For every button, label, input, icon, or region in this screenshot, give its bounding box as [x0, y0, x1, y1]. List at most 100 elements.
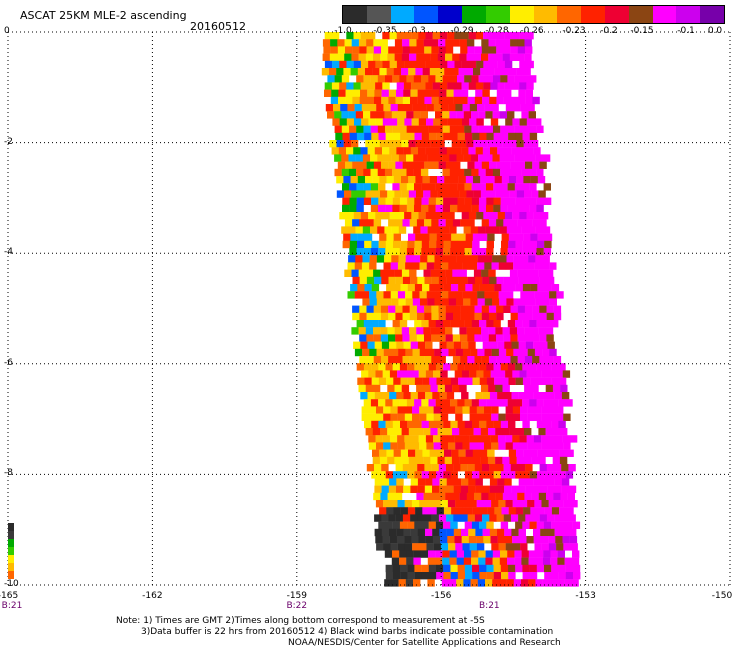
swath-cell	[513, 348, 521, 357]
swath-cell	[537, 449, 545, 457]
swath-cell	[502, 384, 510, 393]
swath-cell	[366, 219, 374, 227]
swath-cell	[338, 96, 346, 105]
swath-cell	[492, 226, 500, 234]
swath-cell	[525, 46, 533, 54]
swath-cell	[540, 341, 548, 349]
swath-cell	[419, 348, 428, 357]
swath-cell	[500, 550, 508, 558]
swath-cell	[481, 39, 489, 47]
swath-cell	[381, 276, 389, 285]
swath-cell	[461, 435, 470, 443]
swath-cell	[450, 521, 458, 529]
swath-cell	[538, 428, 546, 436]
swath-cell	[412, 262, 420, 270]
swath-cell	[524, 356, 533, 364]
swath-cell	[425, 60, 434, 69]
swath-cell	[436, 449, 445, 457]
swath-cell	[491, 543, 499, 551]
swath-cell	[437, 428, 445, 436]
swath-cell	[432, 147, 440, 155]
swath-cell	[407, 521, 415, 529]
swath-cell	[486, 284, 495, 292]
swath-cell	[377, 154, 385, 162]
swath-cell	[358, 269, 367, 277]
swath-cell	[363, 399, 372, 407]
swath-cell	[519, 536, 527, 544]
swath-cell	[430, 190, 438, 198]
swath-cell	[363, 125, 371, 133]
swath-cell	[400, 132, 408, 141]
swath-cell	[426, 413, 434, 421]
swath-cell	[533, 212, 542, 220]
swath-cell	[510, 334, 518, 342]
swath-cell	[462, 262, 471, 270]
swath-cell	[441, 291, 449, 299]
swath-cell	[426, 442, 434, 450]
chart-title: ASCAT 25KM MLE-2 ascending	[20, 9, 187, 22]
swath-cell	[479, 132, 487, 141]
swath-cell	[352, 89, 361, 97]
swath-cell	[460, 485, 469, 493]
swath-cell	[503, 219, 511, 227]
swath-cell	[338, 147, 347, 155]
swath-cell	[352, 312, 360, 321]
swath-cell	[480, 176, 488, 184]
swath-cell	[460, 514, 468, 522]
swath-cell	[419, 500, 427, 508]
swath-cell	[392, 320, 400, 328]
swath-cell	[381, 89, 389, 97]
swath-cell	[504, 32, 513, 40]
swath-cell	[512, 442, 521, 450]
swath-cell	[524, 334, 533, 342]
swath-cell	[525, 478, 534, 486]
swath-cell	[495, 190, 503, 198]
swath-cell	[490, 60, 498, 69]
swath-cell	[423, 327, 431, 335]
swath-cell	[430, 140, 438, 148]
swath-cell	[541, 435, 549, 443]
swath-cell	[459, 269, 467, 277]
swath-cell	[420, 168, 429, 177]
swath-cell	[479, 521, 487, 529]
swath-cell	[540, 392, 548, 400]
swath-cell	[365, 428, 373, 436]
swath-cell	[472, 420, 480, 429]
swath-cell	[340, 104, 348, 112]
legend-swatch	[628, 6, 653, 23]
swath-cell	[536, 248, 544, 256]
swath-cell	[534, 442, 542, 450]
swath-cell	[366, 356, 374, 364]
swath-cell	[437, 68, 445, 76]
swath-cell	[457, 248, 465, 256]
swath-cell	[450, 284, 459, 292]
swath-cell	[516, 176, 524, 184]
swath-cell	[468, 485, 476, 493]
swath-cell	[459, 384, 467, 393]
y-tick-label: 0	[4, 26, 10, 36]
swath-cell	[412, 413, 420, 421]
swath-cell	[521, 154, 529, 162]
swath-cell	[558, 471, 566, 479]
swath-cell	[413, 579, 421, 587]
swath-cell	[453, 276, 461, 285]
swath-cell	[394, 53, 402, 61]
swath-cell	[385, 240, 394, 249]
swath-cell	[472, 377, 480, 385]
y-tick-label: -10	[4, 579, 19, 589]
swath-cell	[556, 543, 564, 551]
swath-cell	[387, 190, 395, 198]
swath-cell	[429, 449, 437, 457]
swath-cell	[460, 356, 468, 364]
swath-cell	[474, 305, 482, 313]
swath-cell	[398, 348, 406, 357]
swath-cell	[387, 428, 395, 436]
swath-cell	[507, 550, 515, 558]
swath-cell	[453, 161, 461, 169]
swath-cell	[334, 75, 342, 83]
swath-cell	[388, 161, 396, 169]
swath-cell	[351, 327, 359, 335]
swath-cell	[403, 32, 412, 40]
swath-cell	[346, 82, 354, 90]
